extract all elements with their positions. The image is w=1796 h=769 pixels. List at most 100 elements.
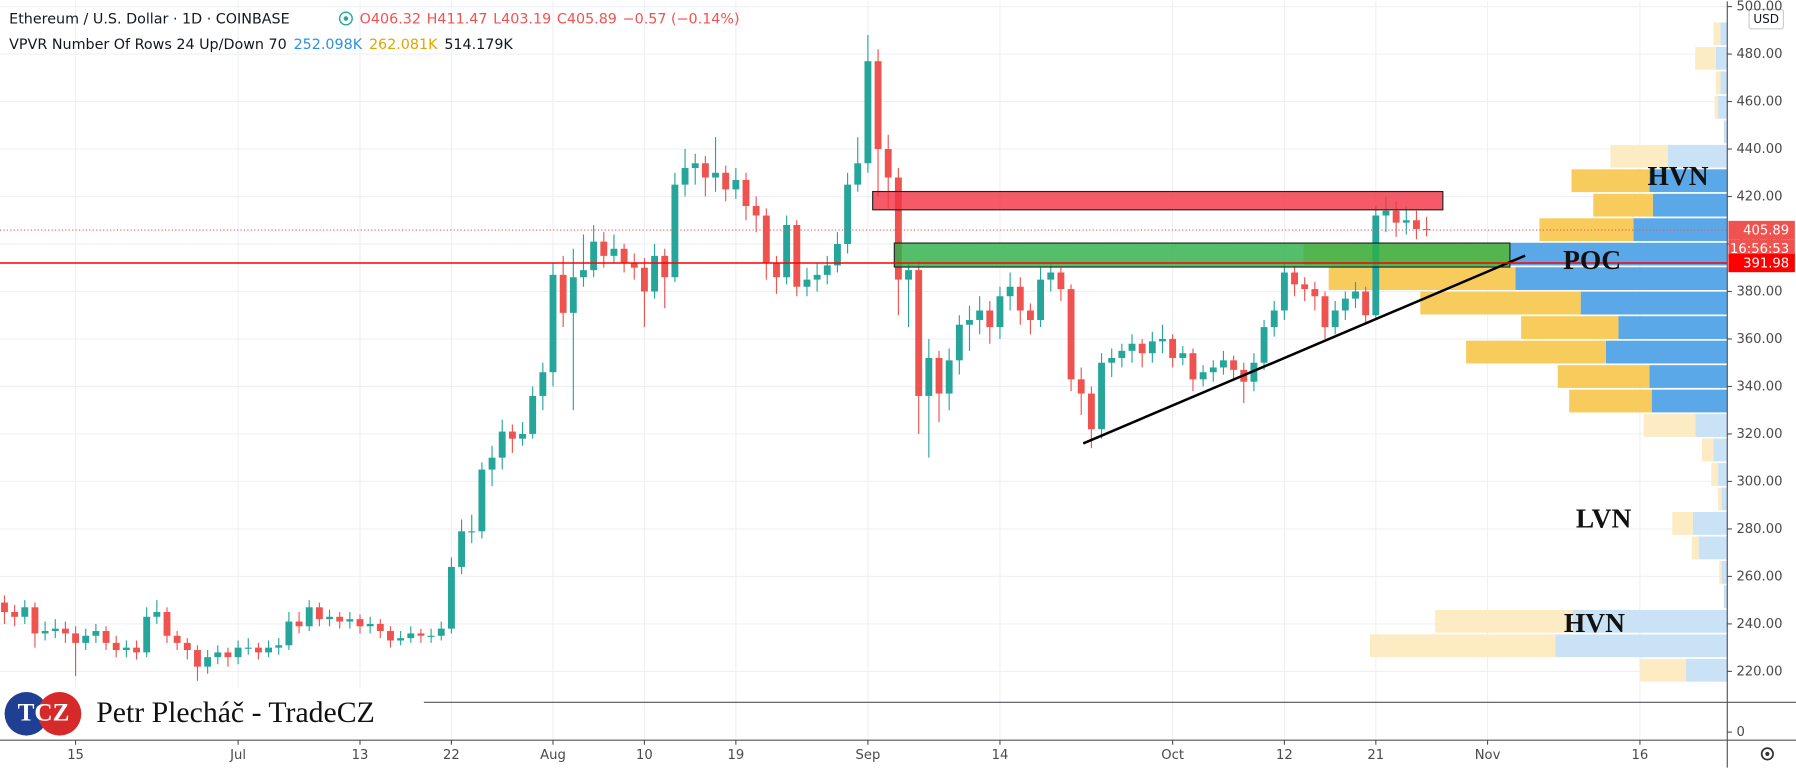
candle-body (640, 267, 648, 292)
candle-body (661, 255, 669, 278)
price-tag-label: 405.89 (1743, 224, 1789, 239)
candle-body (387, 631, 394, 641)
countdown-label: 16:56:53 (1730, 242, 1789, 257)
candle-body (437, 628, 445, 636)
logo-circle (37, 692, 82, 736)
candle-body (844, 184, 852, 244)
candle-body (112, 642, 120, 651)
candle-body (1057, 272, 1065, 290)
candle-body (519, 433, 526, 439)
logo-circle (4, 692, 49, 736)
candle-body (529, 395, 537, 434)
profile-up-bar (1720, 22, 1728, 46)
countdown-tag (1728, 239, 1795, 258)
y-tick-label: 380.00 (1736, 284, 1782, 299)
candle-body (793, 225, 801, 287)
candle-body (1138, 343, 1146, 354)
profile-down-bar (1714, 95, 1719, 119)
currency-box[interactable] (1748, 8, 1784, 30)
x-tick-label: 15 (67, 748, 84, 763)
currency: USD (1753, 12, 1779, 26)
candle-body (427, 635, 435, 637)
profile-down-bar (1702, 438, 1714, 462)
candle-body (41, 631, 49, 634)
annotation: LVN (1576, 504, 1632, 534)
candle-body (1159, 338, 1166, 342)
candle-body (813, 274, 821, 280)
profile-down-bar (1691, 536, 1699, 560)
candle-body (966, 319, 973, 325)
candle-body (1402, 220, 1410, 223)
candle-body (742, 179, 750, 207)
candle-body (590, 241, 598, 271)
candle-body (315, 607, 323, 620)
candle-body (254, 647, 262, 653)
candle-body (539, 372, 547, 396)
symbol-title: Ethereum / U.S. Dollar · 1D · COINBASE (9, 12, 289, 28)
profile-down-bar (1643, 414, 1696, 437)
candle-body (773, 262, 780, 278)
candle-body (163, 612, 171, 636)
y-tick-label: 260.00 (1736, 569, 1782, 584)
profile-down-bar (1718, 487, 1722, 511)
profile-up-bar (1572, 609, 1728, 633)
candle-body (21, 607, 29, 617)
profile-down-bar (1610, 144, 1668, 168)
candle-body (173, 635, 181, 643)
candle-body (244, 647, 252, 649)
candle-body (976, 310, 984, 320)
candle-body (935, 357, 943, 394)
total-volume: 514.179K (444, 37, 513, 53)
zone (893, 242, 1511, 268)
logo-text: TCZ (18, 700, 70, 727)
candle-body (234, 647, 242, 658)
profile-up-bar (1618, 316, 1728, 339)
candle-body (214, 652, 222, 658)
indicator-name: VPVR Number Of Rows 24 Up/Down 70 (9, 37, 287, 53)
price-tag-label: 391.98 (1743, 257, 1789, 272)
candle-body (803, 279, 811, 287)
annotation: POC (1563, 245, 1621, 275)
profile-down-bar (1571, 169, 1650, 193)
profile-up-bar (1718, 463, 1728, 486)
candle-body (1270, 310, 1278, 328)
candle-body (51, 628, 59, 632)
candle-body (1392, 210, 1400, 223)
candle-body (153, 612, 161, 617)
profile-down-bar (1557, 365, 1650, 388)
profile-up-bar (1723, 585, 1728, 609)
candle-body (1291, 272, 1298, 285)
profile-down-bar (1593, 193, 1653, 217)
candle-body (1169, 338, 1177, 358)
watermark-text: Petr Plecháč - TradeCZ (96, 696, 375, 729)
x-tick-label: 12 (1276, 748, 1293, 763)
profile-up-bar (1723, 120, 1728, 144)
candle-body (1301, 284, 1309, 290)
x-tick-label: 19 (727, 748, 744, 763)
candle-body (1362, 291, 1370, 316)
candle-body (1077, 379, 1085, 394)
profile-up-bar (1720, 71, 1728, 95)
candle-body (905, 270, 912, 280)
y-tick-label: 420.00 (1736, 190, 1782, 205)
candle-body (295, 621, 303, 627)
x-tick-label: Jul (229, 748, 246, 763)
candle-body (752, 206, 760, 216)
candle-body (833, 243, 841, 266)
settings-icon[interactable] (1760, 747, 1774, 761)
candle-body (1067, 289, 1075, 380)
down-volume: 262.081K (369, 37, 438, 53)
y-tick-label: 360.00 (1736, 332, 1782, 347)
x-tick-label: 10 (636, 748, 653, 763)
profile-up-bar (1649, 365, 1728, 388)
candle-body (1098, 362, 1105, 430)
candle-body (1199, 372, 1207, 380)
candle-body (458, 531, 466, 567)
candle-body (1382, 210, 1390, 216)
candle-body (1006, 286, 1014, 297)
profile-up-bar (1509, 242, 1728, 266)
x-tick-label: Sep (856, 748, 881, 763)
low: L403.19 (493, 12, 551, 28)
candle-body (651, 255, 659, 292)
